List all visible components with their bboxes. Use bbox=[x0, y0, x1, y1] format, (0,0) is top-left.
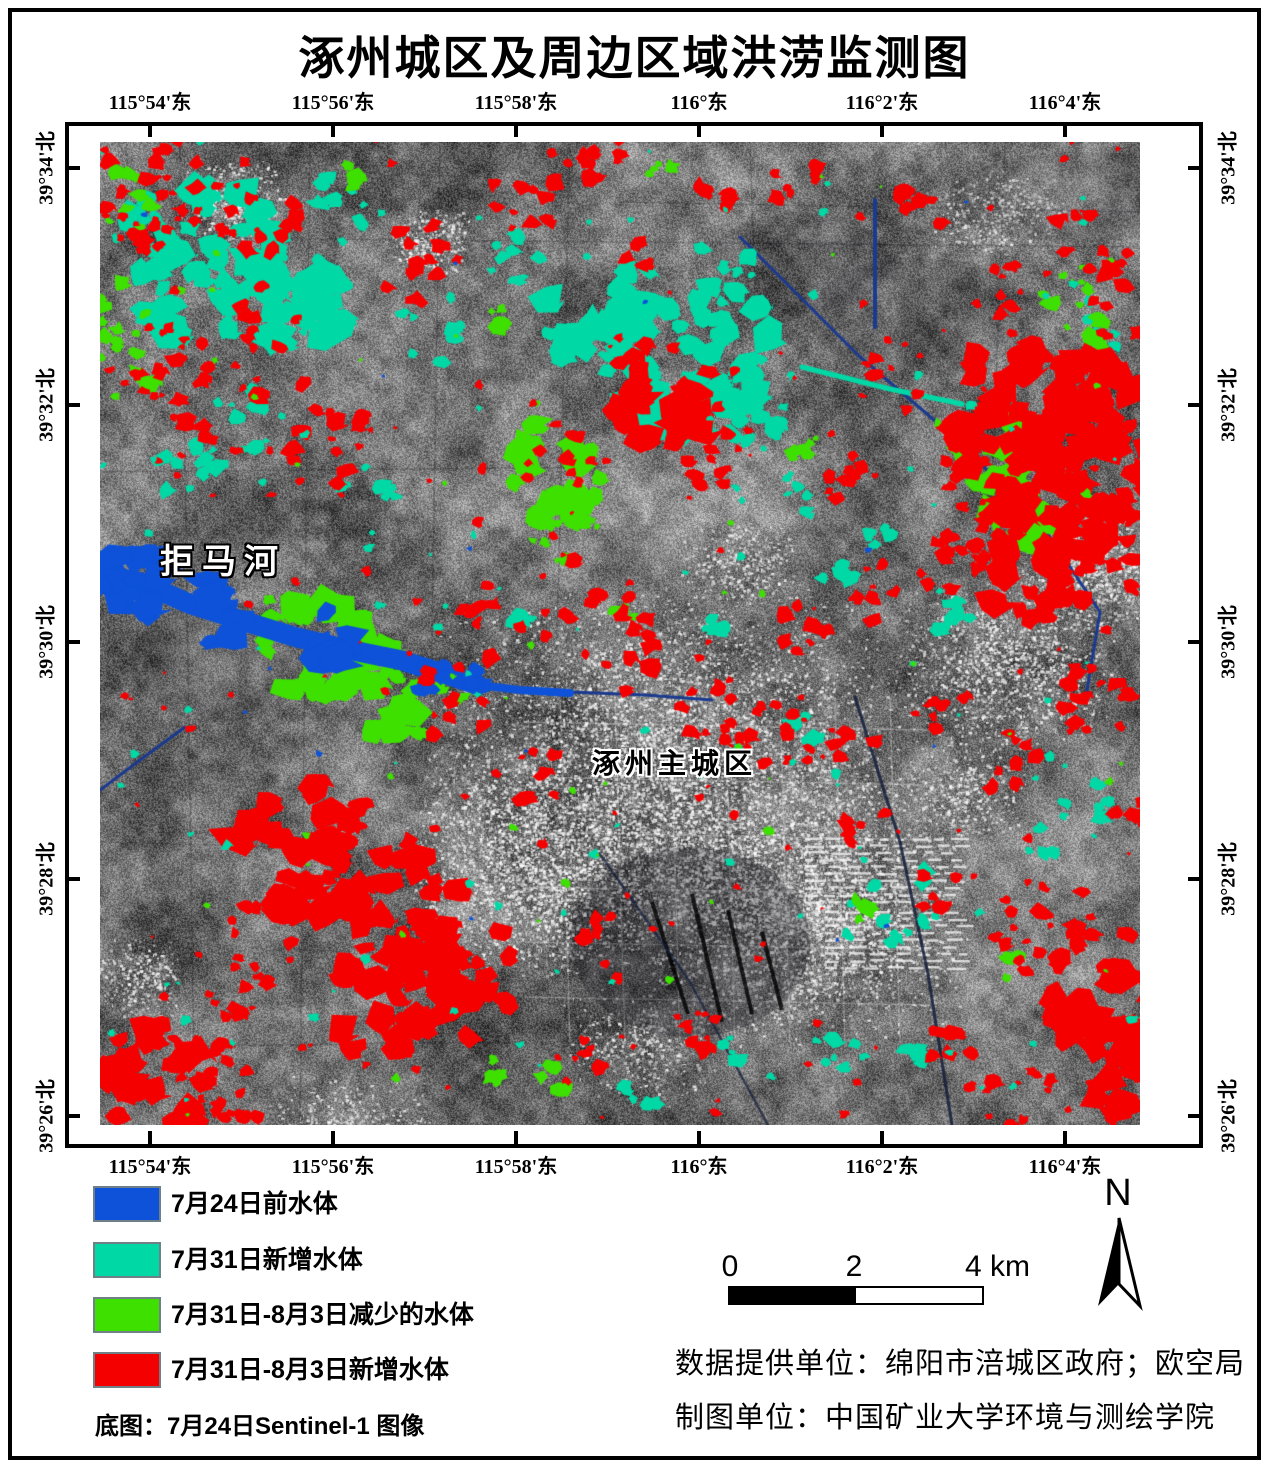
frame-tick-bottom bbox=[514, 1131, 518, 1144]
frame-tick-top bbox=[697, 124, 701, 137]
frame-tick-bottom bbox=[331, 1131, 335, 1144]
sar-flood-map-image bbox=[100, 142, 1140, 1125]
frame-tick-right bbox=[1188, 1114, 1201, 1118]
latitude-label-right: 39°32'北 bbox=[1217, 368, 1240, 442]
legend-color-swatch bbox=[93, 1352, 161, 1388]
river-label: 拒马河 bbox=[160, 543, 286, 581]
north-arrow-icon bbox=[1098, 1217, 1143, 1312]
latitude-label-left: 39°32'北 bbox=[35, 368, 58, 442]
longitude-label-bottom: 115°58'东 bbox=[474, 1156, 558, 1178]
longitude-label-bottom: 116°东 bbox=[670, 1156, 728, 1178]
frame-tick-bottom bbox=[148, 1131, 152, 1144]
scale-bar-filled-half bbox=[730, 1288, 856, 1303]
latitude-label-left: 39°26'北 bbox=[35, 1079, 58, 1153]
latitude-label-right: 39°28'北 bbox=[1217, 842, 1240, 916]
scale-tick-2: 2 bbox=[845, 1250, 863, 1283]
longitude-label-bottom: 115°56'东 bbox=[291, 1156, 375, 1178]
frame-tick-left bbox=[67, 166, 80, 170]
map-producer-credit: 制图单位：中国矿业大学环境与测绘学院 bbox=[675, 1402, 1216, 1434]
legend-color-swatch bbox=[93, 1186, 161, 1222]
frame-tick-top bbox=[514, 124, 518, 137]
legend-item-label: 7月31日新增水体 bbox=[171, 1246, 363, 1274]
latitude-label-right: 39°30'北 bbox=[1217, 605, 1240, 679]
frame-tick-left bbox=[67, 403, 80, 407]
page-title: 涿州城区及周边区域洪涝监测图 bbox=[298, 32, 971, 84]
legend-color-swatch bbox=[93, 1297, 161, 1333]
frame-tick-right bbox=[1188, 640, 1201, 644]
north-arrow-label: N bbox=[1104, 1172, 1132, 1214]
frame-tick-bottom bbox=[880, 1131, 884, 1144]
latitude-label-right: 39°34'北 bbox=[1217, 131, 1240, 205]
latitude-label-left: 39°30'北 bbox=[35, 605, 58, 679]
latitude-label-right: 39°26'北 bbox=[1217, 1079, 1240, 1153]
frame-tick-right bbox=[1188, 166, 1201, 170]
basemap-note: 底图：7月24日Sentinel-1 图像 bbox=[95, 1413, 425, 1440]
scale-tick-0: 0 bbox=[721, 1250, 739, 1283]
map-neatline-frame bbox=[65, 122, 1203, 1148]
frame-tick-right bbox=[1188, 403, 1201, 407]
longitude-label-bottom: 115°54'东 bbox=[108, 1156, 192, 1178]
frame-tick-bottom bbox=[1063, 1131, 1067, 1144]
longitude-label-top: 116°东 bbox=[670, 92, 728, 114]
frame-tick-top bbox=[148, 124, 152, 137]
longitude-label-top: 115°54'东 bbox=[108, 92, 192, 114]
legend-item-label: 7月24日前水体 bbox=[171, 1190, 338, 1218]
frame-tick-bottom bbox=[697, 1131, 701, 1144]
frame-tick-left bbox=[67, 640, 80, 644]
longitude-label-top: 116°4'东 bbox=[1028, 92, 1102, 114]
longitude-label-top: 115°58'东 bbox=[474, 92, 558, 114]
frame-tick-left bbox=[67, 1114, 80, 1118]
frame-tick-top bbox=[331, 124, 335, 137]
longitude-label-top: 116°2'东 bbox=[845, 92, 919, 114]
latitude-label-left: 39°34'北 bbox=[35, 131, 58, 205]
legend-color-swatch bbox=[93, 1242, 161, 1278]
data-provider-credit: 数据提供单位：绵阳市涪城区政府；欧空局 bbox=[675, 1348, 1246, 1380]
main-city-label: 涿州主城区 bbox=[592, 748, 758, 779]
scale-tick-4km: 4 km bbox=[965, 1250, 1031, 1283]
frame-tick-right bbox=[1188, 877, 1201, 881]
frame-tick-top bbox=[1063, 124, 1067, 137]
longitude-label-bottom: 116°2'东 bbox=[845, 1156, 919, 1178]
frame-tick-top bbox=[880, 124, 884, 137]
legend-item-label: 7月31日-8月3日新增水体 bbox=[171, 1356, 449, 1384]
page-border bbox=[8, 8, 1261, 1460]
scale-bar bbox=[728, 1286, 984, 1305]
legend-item-label: 7月31日-8月3日减少的水体 bbox=[171, 1301, 474, 1329]
longitude-label-top: 115°56'东 bbox=[291, 92, 375, 114]
longitude-label-bottom: 116°4'东 bbox=[1028, 1156, 1102, 1178]
frame-tick-left bbox=[67, 877, 80, 881]
latitude-label-left: 39°28'北 bbox=[35, 842, 58, 916]
